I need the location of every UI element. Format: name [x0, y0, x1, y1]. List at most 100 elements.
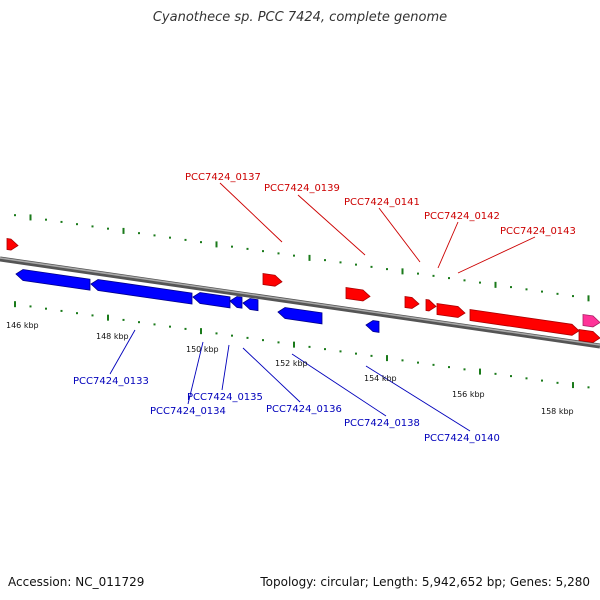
gene-label-forward[interactable]: PCC7424_0143: [500, 226, 576, 237]
forward-gene-arrow: [262, 273, 283, 287]
minor-tick: [91, 314, 94, 317]
minor-tick: [386, 268, 388, 271]
major-tick: [122, 227, 125, 234]
forward-gene-arrow: [578, 329, 600, 343]
leader-line-forward: [437, 221, 459, 269]
minor-tick: [417, 361, 419, 364]
minor-tick: [448, 277, 450, 280]
minor-tick: [432, 363, 435, 366]
lower-tick-track: [14, 301, 590, 389]
minor-tick: [587, 386, 590, 389]
gene-label-forward[interactable]: PCC7424_0137: [185, 172, 261, 183]
reverse-gene-arrow: [277, 307, 323, 325]
minor-tick: [138, 321, 140, 324]
major-tick: [308, 254, 311, 261]
minor-tick: [324, 348, 326, 351]
gene-label-forward[interactable]: PCC7424_0142: [424, 211, 500, 222]
map-title: Cyanothece sp. PCC 7424, complete genome: [152, 10, 448, 25]
gene-label-reverse[interactable]: PCC7424_0140: [424, 433, 500, 444]
minor-tick: [510, 286, 512, 289]
major-tick: [401, 268, 404, 275]
minor-tick: [370, 265, 373, 268]
minor-tick: [308, 345, 311, 348]
minor-tick: [200, 241, 202, 244]
minor-tick: [277, 252, 280, 255]
minor-tick: [370, 354, 373, 357]
minor-tick: [91, 225, 94, 228]
gene-label-reverse[interactable]: PCC7424_0134: [150, 406, 226, 417]
reverse-gene-arrow: [15, 269, 91, 291]
gene-label-forward[interactable]: PCC7424_0139: [264, 183, 340, 194]
reverse-gene-labels: PCC7424_0133 PCC7424_0134 PCC7424_0135 P…: [73, 376, 500, 444]
major-tick: [14, 301, 16, 308]
minor-tick: [184, 238, 187, 241]
minor-tick: [494, 372, 497, 375]
minor-tick: [417, 272, 419, 275]
minor-tick: [231, 245, 233, 248]
minor-tick: [153, 234, 156, 237]
minor-tick: [339, 261, 342, 264]
forward-gene-arrow: [436, 303, 466, 318]
minor-tick: [153, 323, 156, 326]
kbp-scale: 146 kbp 148 kbp 150 kbp 152 kbp 154 kbp …: [6, 321, 574, 416]
major-tick: [215, 241, 218, 248]
leader-line-reverse: [221, 344, 230, 391]
gene-label-reverse[interactable]: PCC7424_0135: [187, 392, 263, 403]
kbp-label: 158 kbp: [541, 407, 574, 416]
minor-tick: [463, 368, 466, 371]
forward-gene-labels: PCC7424_0137 PCC7424_0139 PCC7424_0141 P…: [185, 172, 576, 237]
minor-tick: [510, 375, 512, 378]
leader-line-reverse: [187, 341, 204, 405]
minor-tick: [169, 236, 171, 239]
minor-tick: [215, 332, 218, 335]
minor-tick: [262, 250, 264, 253]
genome-summary-text: Topology: circular; Length: 5,942,652 bp…: [260, 575, 590, 589]
minor-tick: [138, 232, 140, 235]
kbp-label: 148 kbp: [96, 332, 129, 341]
forward-gene-arrow: [6, 238, 19, 251]
gene-label-reverse[interactable]: PCC7424_0133: [73, 376, 149, 387]
upper-tick-track: [14, 214, 590, 302]
reverse-gene-arrow: [365, 320, 380, 333]
kbp-label: 146 kbp: [6, 321, 39, 330]
minor-tick: [246, 336, 249, 339]
major-tick: [293, 341, 295, 348]
leader-line-reverse: [291, 353, 387, 417]
minor-tick: [293, 254, 295, 257]
forward-gene-arrow: [425, 299, 437, 312]
minor-tick: [76, 312, 78, 315]
minor-tick: [541, 379, 543, 382]
minor-tick: [355, 352, 357, 355]
major-tick: [107, 314, 109, 321]
minor-tick: [324, 259, 326, 262]
accession-text: Accession: NC_011729: [8, 575, 145, 589]
minor-tick: [262, 339, 264, 342]
major-tick: [200, 328, 202, 335]
genome-backbone-highlight: [0, 257, 600, 346]
minor-tick: [525, 377, 528, 380]
kbp-label: 152 kbp: [275, 359, 308, 368]
minor-tick: [246, 247, 249, 250]
kbp-label: 156 kbp: [452, 390, 485, 399]
minor-tick: [556, 292, 559, 295]
minor-tick: [556, 381, 559, 384]
leader-line-reverse: [365, 365, 471, 432]
minor-tick: [60, 309, 63, 312]
reverse-gene-arrow: [192, 292, 231, 309]
minor-tick: [29, 305, 32, 308]
minor-tick: [122, 318, 125, 321]
forward-gene-arrow: [469, 309, 580, 336]
minor-tick: [572, 295, 574, 298]
major-tick: [29, 214, 32, 221]
major-tick: [386, 355, 388, 362]
rna-gene-arrow: [582, 314, 600, 328]
gene-label-reverse[interactable]: PCC7424_0138: [344, 418, 420, 429]
gene-label-forward[interactable]: PCC7424_0141: [344, 197, 420, 208]
reverse-gene-arrow: [242, 298, 259, 312]
gene-label-reverse[interactable]: PCC7424_0136: [266, 404, 342, 415]
minor-tick: [339, 350, 342, 353]
minor-tick: [355, 263, 357, 266]
leader-line-forward: [297, 194, 366, 256]
leader-line-reverse: [109, 329, 136, 375]
